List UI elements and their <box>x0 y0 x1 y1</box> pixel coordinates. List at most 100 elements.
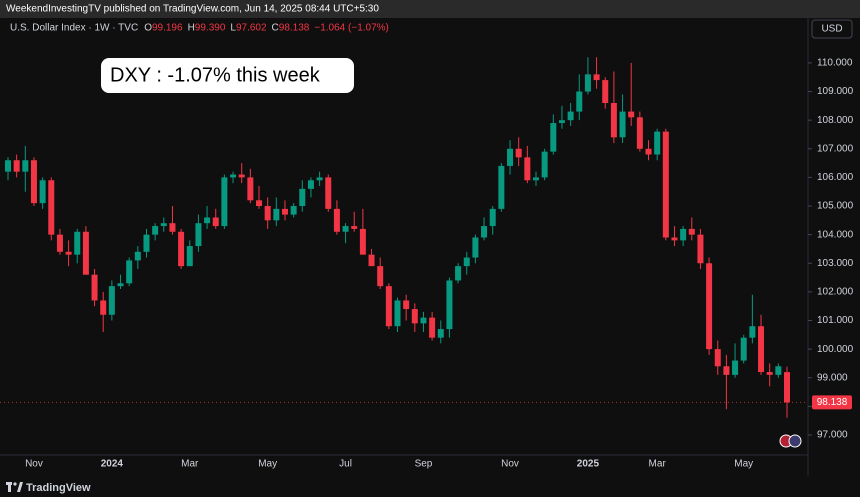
candle-body <box>515 148 522 158</box>
candle-body <box>784 372 790 403</box>
candle-body <box>134 251 141 261</box>
annotation-box <box>101 58 354 93</box>
candle-body <box>481 226 488 238</box>
x-tick-label: 2024 <box>101 459 124 470</box>
footer-brand: TradingView <box>26 482 91 494</box>
candle-body <box>740 337 747 361</box>
candle-body <box>619 111 626 138</box>
logo-part <box>8 482 11 492</box>
legend-value: 97.602 <box>236 23 267 34</box>
candle-body <box>749 326 756 338</box>
candle-body <box>273 208 280 221</box>
candle-body <box>775 366 782 375</box>
candles <box>5 57 790 418</box>
candle-body <box>420 317 427 324</box>
candle-body <box>13 160 20 172</box>
candle-body <box>550 123 557 152</box>
candle-body <box>671 237 678 241</box>
candle-body <box>169 223 176 232</box>
y-tick-label: 101.000 <box>817 315 854 326</box>
candle-body <box>645 148 652 155</box>
candle-body <box>195 223 202 247</box>
x-tick-label: Nov <box>501 459 519 470</box>
logo-part <box>13 482 17 486</box>
candle-body <box>576 91 583 112</box>
legend-key: L <box>230 23 236 34</box>
y-tick-label: 103.000 <box>817 258 854 269</box>
candle-body <box>368 254 375 267</box>
candle-body <box>766 372 773 375</box>
candle-body <box>723 366 730 375</box>
candle-body <box>567 111 574 121</box>
y-tick-label: 110.000 <box>817 58 853 69</box>
candle-body <box>39 180 46 204</box>
candle-body <box>394 300 401 327</box>
footer-logo <box>6 482 23 492</box>
candle-body <box>290 206 297 215</box>
footer-bar <box>0 476 860 497</box>
candle-body <box>342 226 349 232</box>
candle-body <box>532 177 539 181</box>
candle-body <box>221 177 228 227</box>
candle-body <box>714 349 721 367</box>
candle-body <box>472 237 479 258</box>
candle-body <box>247 177 254 201</box>
candle-body <box>264 206 271 221</box>
candle-body <box>325 177 332 209</box>
legend-value: 99.390 <box>195 23 226 34</box>
candle-body <box>455 266 462 281</box>
x-tick-label: Nov <box>25 459 43 470</box>
y-tick-label: 102.000 <box>817 287 854 298</box>
candle-body <box>82 231 89 275</box>
last-price-box <box>812 395 852 410</box>
candle-body <box>463 257 470 267</box>
candle-body <box>437 329 444 338</box>
candle-body <box>706 263 713 350</box>
candle-body <box>558 120 565 124</box>
legend-change: −1.064 (−1.07%) <box>314 23 389 34</box>
candle-body <box>584 74 591 92</box>
candle-body <box>143 234 150 252</box>
candle-body <box>697 234 704 264</box>
currency-label[interactable]: USD <box>821 24 842 35</box>
candle-body <box>732 360 739 375</box>
candle-body <box>628 111 635 118</box>
candle-body <box>411 309 418 324</box>
header-bar <box>0 0 860 18</box>
last-price-label: 98.138 <box>817 397 848 408</box>
candle-body <box>117 283 124 287</box>
candle-body <box>429 317 436 338</box>
candle-body <box>230 174 237 178</box>
x-tick-label: 2025 <box>577 459 600 470</box>
candle-body <box>359 228 366 255</box>
candle-body <box>680 228 687 241</box>
y-tick-label: 105.000 <box>817 201 854 212</box>
legend-value: 98.138 <box>279 23 310 34</box>
candle-body <box>610 102 617 138</box>
candle-body <box>299 188 306 207</box>
candle-body <box>256 200 263 207</box>
legend-key: C <box>272 23 279 34</box>
candle-body <box>333 208 340 232</box>
logo-part <box>17 482 23 492</box>
x-tick-label: May <box>734 459 753 470</box>
y-tick-label: 107.000 <box>817 143 854 154</box>
legend-value: 99.196 <box>152 23 183 34</box>
candle-body <box>524 157 531 181</box>
y-tick-label: 109.000 <box>817 86 854 97</box>
y-tick-label: 108.000 <box>817 115 854 126</box>
y-tick-label: 100.000 <box>817 344 854 355</box>
candle-body <box>160 223 167 227</box>
currency-button[interactable] <box>811 19 853 39</box>
candle-body <box>446 280 453 330</box>
candle-body <box>662 131 669 238</box>
candle-body <box>56 234 63 252</box>
candle-body <box>654 131 661 155</box>
candle-body <box>91 274 98 301</box>
candle-body <box>178 231 185 267</box>
candle-body <box>5 160 11 172</box>
y-tick-label: 104.000 <box>817 229 854 240</box>
candle-body <box>186 246 193 267</box>
